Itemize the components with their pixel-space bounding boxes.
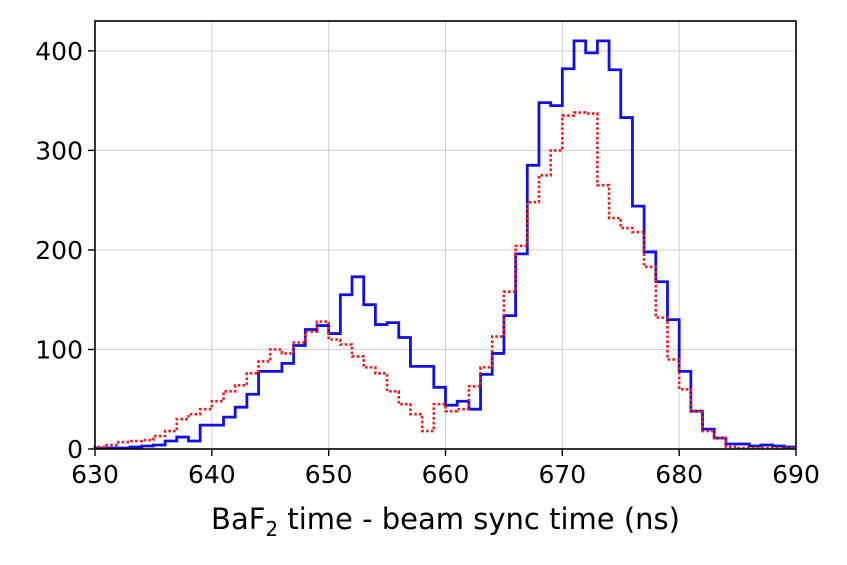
x-axis-title-rest: time - beam sync time (ns) [278, 502, 680, 536]
y-tick-label: 200 [35, 236, 83, 265]
x-tick-label: 660 [422, 460, 470, 489]
x-axis-title: BaF2 time - beam sync time (ns) [211, 502, 680, 541]
y-tick-label: 300 [35, 136, 83, 165]
y-tick-label: 100 [35, 335, 83, 364]
x-tick-label: 650 [305, 460, 353, 489]
y-tick-label: 0 [67, 435, 83, 464]
x-axis-title-main: BaF [211, 502, 265, 536]
x-tick-label: 680 [655, 460, 703, 489]
x-tick-label: 630 [71, 460, 119, 489]
y-tick-label: 400 [35, 37, 83, 66]
series-2-dotted-line [93, 111, 796, 450]
x-tick-label: 640 [188, 460, 236, 489]
x-tick-label: 670 [538, 460, 586, 489]
x-axis-title-subscript: 2 [265, 517, 278, 541]
x-tick-label: 690 [772, 460, 820, 489]
series-layer [93, 39, 796, 450]
series-1-solid-line [93, 39, 796, 450]
axis-ticks: 630 640 650 660 670 680 690 0 100 200 300 400 [35, 37, 820, 489]
